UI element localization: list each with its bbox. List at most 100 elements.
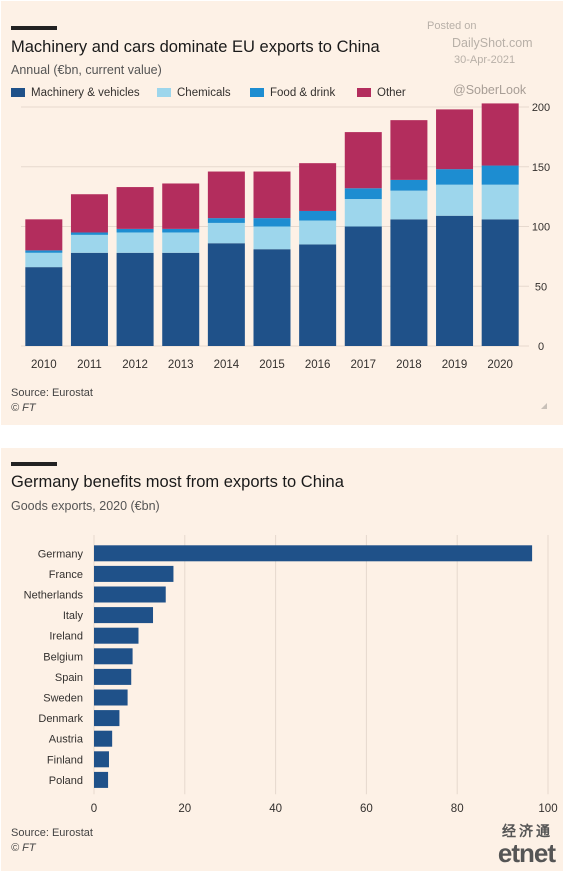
x-tick-label: 2016 [305, 359, 331, 371]
bar-segment [344, 199, 382, 227]
bar [94, 710, 120, 727]
chart1-source: Source: Eurostat [11, 387, 93, 399]
bar-segment [344, 132, 382, 189]
y-category-label: Germany [38, 548, 84, 560]
bar-segment [116, 187, 154, 229]
bar [94, 565, 174, 582]
bar-segment [70, 234, 108, 253]
legend-label-machinery: Machinery & vehicles [31, 87, 140, 99]
chart2-title-rule [11, 462, 57, 466]
bar-segment [344, 226, 382, 346]
bar [94, 730, 113, 747]
resize-corner-icon [541, 403, 547, 409]
bar-segment [25, 219, 63, 251]
chart2-horizontal-bar-chart: 0 20 40 60 80 100 Germany France Netherlands Ital… [24, 535, 558, 815]
y-tick-label: 50 [535, 281, 547, 293]
x-tick-label: 2020 [487, 359, 513, 371]
chart2-subtitle: Goods exports, 2020 (€bn) [11, 499, 160, 513]
y-tick-label: 150 [532, 162, 550, 174]
bar [94, 586, 166, 603]
bar-segment [207, 243, 245, 346]
y-category-label: Spain [55, 672, 83, 684]
legend-item-other: Other [357, 87, 406, 99]
chart2-panel: Germany benefits most from exports to Ch… [1, 448, 563, 871]
legend-label-food: Food & drink [270, 87, 336, 99]
bar-segment [390, 179, 428, 191]
bar-segment [390, 219, 428, 346]
y-category-label: Belgium [43, 651, 83, 663]
bar-segment [162, 252, 200, 346]
chart1-stacked-bar-chart: 0 50 100 150 200 2010 2011 2012 2013 2014 2015 2016… [21, 102, 550, 371]
x-tick-label: 20 [178, 803, 191, 815]
bar-segment [481, 184, 519, 220]
chart2-source: Source: Eurostat [11, 827, 93, 839]
y-category-label: Ireland [49, 631, 83, 643]
watermark-site: DailyShot.com [452, 36, 533, 50]
legend-label-chemicals: Chemicals [177, 87, 231, 99]
y-category-label: Denmark [38, 713, 83, 725]
bar-segment [162, 228, 200, 233]
bar [94, 545, 533, 562]
bar-segment [70, 252, 108, 346]
x-tick-label: 2013 [168, 359, 194, 371]
bar-segment [116, 232, 154, 253]
bar-segment [390, 190, 428, 220]
bar-segment [436, 215, 474, 346]
bar-segment [116, 252, 154, 346]
legend-item-food: Food & drink [250, 87, 335, 99]
legend-item-machinery: Machinery & vehicles [11, 87, 140, 99]
bar [94, 648, 133, 665]
x-tick-label: 2014 [214, 359, 240, 371]
bar-segment [253, 218, 291, 227]
bar-segment [344, 188, 382, 200]
bar-segment [70, 194, 108, 233]
legend-swatch-food [250, 88, 264, 97]
bar-segment [299, 220, 337, 245]
chart1-subtitle: Annual (€bn, current value) [11, 63, 162, 77]
y-tick-label: 200 [532, 102, 550, 114]
bar-segment [436, 169, 474, 185]
bar-segment [299, 163, 337, 211]
bar-segment [436, 184, 474, 216]
bar-segment [481, 103, 519, 166]
bar-segment [207, 218, 245, 223]
bar-segment [70, 232, 108, 235]
bar-segment [162, 232, 200, 253]
chart1-copyright: © FT [11, 402, 36, 414]
chart1-panel: Machinery and cars dominate EU exports t… [1, 1, 563, 425]
legend-swatch-chemicals [157, 88, 171, 97]
etnet-logo-chinese: 经济通 [502, 824, 553, 840]
bar-segment [253, 249, 291, 346]
y-category-label: Austria [49, 734, 84, 746]
bar-segment [390, 120, 428, 180]
x-tick-label: 2010 [31, 359, 57, 371]
x-tick-label: 2011 [77, 359, 102, 371]
chart2-title: Germany benefits most from exports to Ch… [11, 473, 344, 491]
bar-segment [25, 252, 63, 268]
etnet-logo: 经济通 etnet [467, 821, 559, 869]
x-tick-label: 2015 [259, 359, 285, 371]
legend-swatch-other [357, 88, 371, 97]
bar-segment [481, 165, 519, 185]
bar-segment [253, 171, 291, 219]
bar [94, 689, 128, 706]
legend-swatch-machinery [11, 88, 25, 97]
bar-segment [207, 222, 245, 244]
x-tick-label: 2012 [122, 359, 148, 371]
bar-segment [25, 250, 63, 253]
x-tick-label: 2019 [442, 359, 468, 371]
watermark-posted: Posted on [427, 20, 477, 32]
y-category-label: Poland [49, 775, 83, 787]
watermark-date: 30-Apr-2021 [454, 54, 516, 66]
x-tick-label: 80 [451, 803, 464, 815]
x-tick-label: 100 [538, 803, 557, 815]
bar-segment [481, 219, 519, 346]
y-category-label: Finland [47, 754, 83, 766]
y-category-label: France [49, 569, 83, 581]
bar-segment [253, 226, 291, 250]
x-tick-label: 40 [269, 803, 282, 815]
chart1-title-rule [11, 26, 57, 30]
bar-segment [299, 210, 337, 221]
bar [94, 607, 154, 624]
bar [94, 668, 132, 685]
